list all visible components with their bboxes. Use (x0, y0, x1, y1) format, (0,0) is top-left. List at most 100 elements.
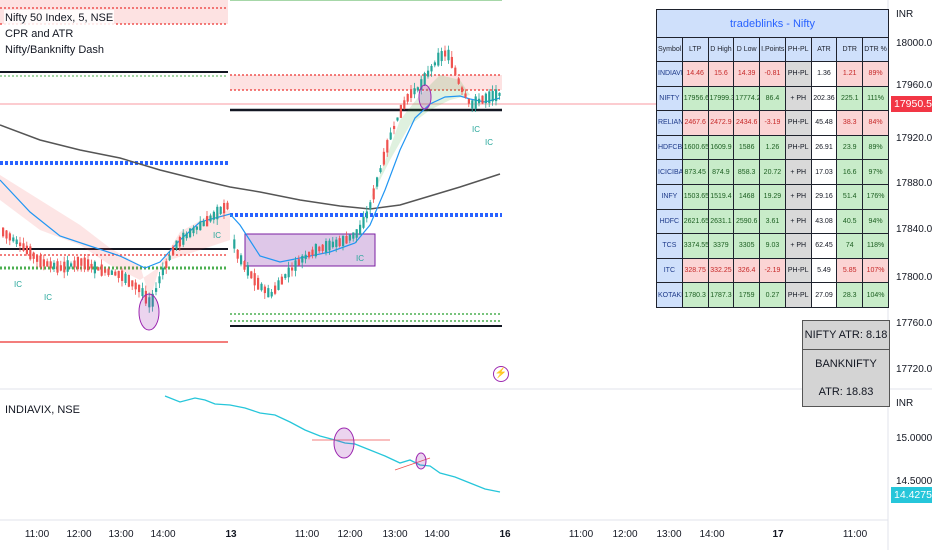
candle-body (151, 293, 154, 307)
price-tick-label: 17880.00 (896, 178, 932, 189)
candle-body (73, 260, 76, 268)
candle-body (158, 276, 161, 284)
candle-body (495, 89, 498, 102)
dashboard-cell-symbol: INFY (656, 183, 683, 210)
dashboard-cell-high: 17999.35 (707, 85, 735, 112)
dashboard-row: INFY 1503.65 1519.4 1468 19.29 + PH 29.16 51.4 1… (656, 183, 889, 210)
candle-body (308, 251, 311, 258)
lightning-icon[interactable]: ⚡ (493, 366, 509, 382)
signal-marker (138, 293, 160, 331)
dashboard-cell-atr: 1.36 (810, 61, 838, 87)
candle-body (382, 151, 385, 165)
dashboard-cell-symbol: KOTAKBANK (656, 282, 683, 308)
candle-body (444, 50, 447, 57)
dashboard-cell-high: 3379 (707, 233, 735, 259)
candle-body (355, 229, 358, 238)
candle-body (206, 216, 209, 227)
candle-body (165, 261, 168, 268)
candle-body (233, 239, 236, 249)
candle-body (5, 230, 8, 239)
candle-body (311, 249, 314, 256)
dashboard-cell-dtr-pct: 89% (862, 134, 889, 161)
indicator-cpr-atr[interactable]: CPR and ATR (4, 26, 115, 42)
symbol-title[interactable]: Nifty 50 Index, 5, NSE (4, 10, 115, 26)
candle-body (168, 255, 171, 261)
dashboard-row: KOTAKBANK1780.31787.317590.27PH-PL27.092… (656, 282, 889, 308)
candle-body (440, 51, 443, 62)
dashboard-cell-symbol: ITC (656, 257, 683, 284)
dashboard-cell-low: 326.4 (733, 257, 761, 284)
dashboard-cell-ltp: 2467.6 (681, 110, 709, 136)
candle-body (416, 87, 419, 91)
dashboard-cell-points: 20.72 (759, 159, 786, 185)
dashboard-cell-phpl: + PH (784, 159, 812, 185)
time-axis[interactable]: 11:00 12:00 13:00 14:00 13 11:00 12:00 13:00 14:… (25, 529, 868, 540)
vix-legend[interactable]: INDIAVIX, NSE (4, 402, 81, 418)
dashboard-cell-atr: 26.91 (810, 134, 838, 161)
price-tick-label: 17920.00 (896, 133, 932, 144)
candle-body (110, 270, 113, 275)
candle-body (226, 202, 229, 210)
dashboard-cell-dtr: 23.9 (836, 134, 864, 161)
candle-body (246, 265, 249, 276)
vix-last-price-tag: 14.4275 (891, 487, 932, 503)
candle-body (250, 271, 253, 279)
candle-body (376, 177, 379, 187)
candle-body (481, 95, 484, 104)
dashboard-header-cell: D Low (733, 37, 761, 62)
dashboard-cell-low: 1759 (733, 282, 761, 308)
price-axis[interactable]: 18000.00 17960.00 17920.00 17880.00 17840.00… (896, 38, 932, 375)
candle-body (172, 246, 175, 256)
dashboard-cell-points: 0.27 (759, 282, 786, 308)
vix-tick-label: 14.5000 (896, 476, 932, 487)
ic-labels: IC IC IC IC IC IC (14, 125, 493, 302)
dashboard-cell-low: 2434.6 (733, 110, 761, 136)
candle-body (348, 234, 351, 241)
vix-signal-marker (333, 427, 355, 459)
dashboard-header-cell: Symbol (656, 37, 683, 62)
dashboard-cell-high: 874.9 (707, 159, 735, 185)
dashboard-cell-atr: 43.08 (810, 208, 838, 235)
candle-body (423, 73, 426, 86)
time-tick-label: 12:00 (337, 529, 362, 540)
candle-body (219, 206, 222, 214)
vix-symbol-title[interactable]: INDIAVIX, NSE (4, 402, 81, 418)
dashboard-header-cell: DTR (836, 37, 864, 62)
candle-body (280, 276, 283, 285)
candle-body (284, 274, 287, 279)
time-tick-label: 14:00 (699, 529, 724, 540)
banknifty-atr-box: BANKNIFTY ATR: 18.83 (802, 349, 890, 407)
candle-body (100, 264, 103, 276)
candle-body (56, 261, 59, 273)
chart-legend[interactable]: Nifty 50 Index, 5, NSE CPR and ATR Nifty… (4, 10, 115, 58)
dashboard-cell-ltp: 1503.65 (681, 183, 709, 210)
dashboard-table: tradeblinks - Nifty Symbol LTP D High D Low… (656, 9, 889, 308)
time-tick-label: 16 (499, 529, 511, 540)
candle-body (39, 255, 42, 268)
price-tick-label: 17760.00 (896, 318, 932, 329)
candle-body (294, 260, 297, 271)
candle-body (345, 235, 348, 244)
dashboard-cell-phpl: + PH (784, 208, 812, 235)
dashboard-row: ITC 328.75 332.25 326.4 -2.19 PH-PL 5.49 5.85 10… (656, 257, 889, 284)
candle-body (365, 211, 368, 219)
dashboard-cell-ltp: 2621.65 (681, 208, 709, 235)
dashboard-cell-ltp: 1780.3 (681, 282, 709, 308)
dashboard-cell-symbol: RELIANCE (656, 110, 683, 136)
vix-price-axis[interactable]: 15.0000 14.5000 (896, 433, 932, 487)
candle-body (461, 87, 464, 93)
candle-body (25, 245, 28, 255)
ema-line (0, 95, 501, 269)
dashboard-cell-dtr-pct: 84% (862, 110, 889, 136)
time-tick-label: 12:00 (66, 529, 91, 540)
dashboard-header-cell: PH-PL (784, 37, 812, 62)
candle-body (321, 244, 324, 251)
dashboard-cell-atr: 29.16 (810, 183, 838, 210)
candle-body (63, 261, 66, 273)
candle-body (301, 255, 304, 263)
candle-body (32, 252, 35, 259)
price-candles[interactable] (2, 45, 501, 313)
indicator-dash[interactable]: Nifty/Banknifty Dash (4, 42, 115, 58)
